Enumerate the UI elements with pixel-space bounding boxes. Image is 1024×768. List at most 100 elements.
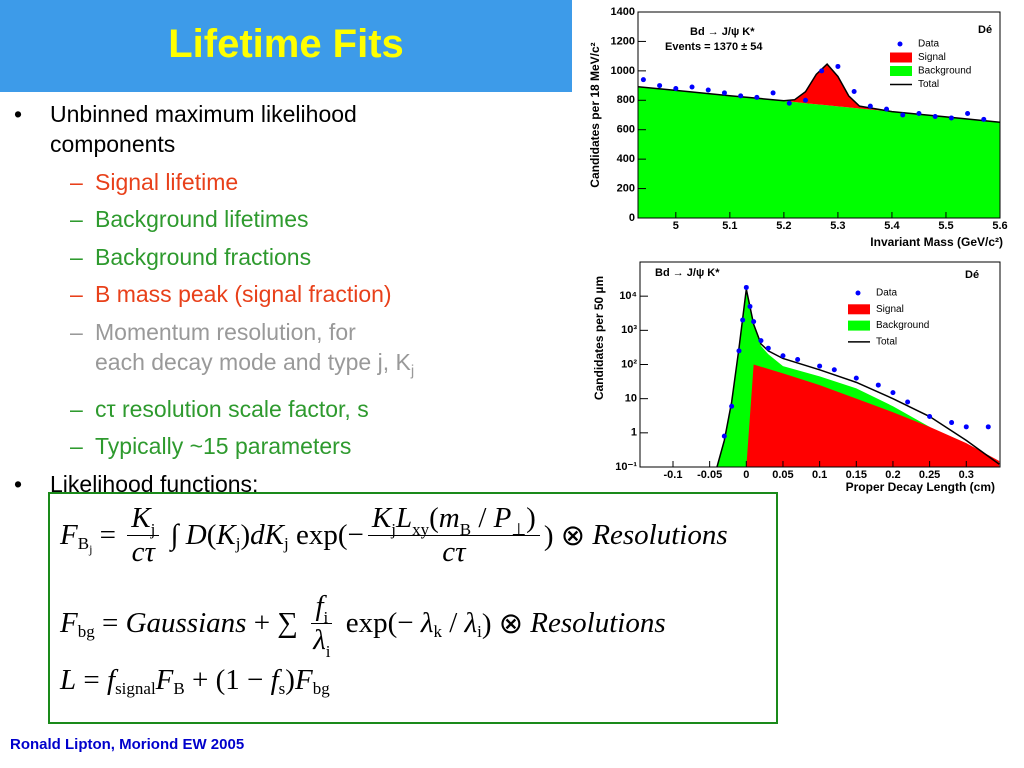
data-point (754, 94, 760, 100)
data-point (721, 433, 727, 439)
data-point (705, 87, 711, 93)
data-point (890, 390, 896, 396)
data-point (927, 414, 933, 420)
x-tick-label: 5.4 (884, 220, 900, 232)
x-tick-label: 5.3 (830, 220, 845, 232)
math-text: = (92, 519, 124, 551)
y-tick-label: 1400 (611, 6, 635, 18)
plot-area (716, 284, 1000, 467)
annotation: Events = 1370 ± 54 (665, 41, 763, 53)
subscript: j (391, 520, 396, 539)
math-text: f (107, 664, 116, 696)
area (638, 64, 1000, 123)
bullet-text: Typically ~15 parameters (95, 433, 352, 460)
math-text: dK (250, 519, 285, 551)
data-point (867, 103, 873, 109)
y-tick-label: 400 (617, 153, 635, 165)
math-text: ) (285, 664, 295, 696)
subscript: j (150, 520, 156, 539)
denominator: cτ (438, 536, 469, 569)
bullet: Unbinned maximum likelihood components (14, 99, 450, 159)
data-point (884, 106, 890, 112)
math-text: K (131, 502, 151, 534)
legend-symbol (855, 290, 861, 296)
math-text: m (438, 502, 460, 534)
bullet: cτ resolution scale factor, s (70, 394, 580, 424)
bullet: Background lifetimes (70, 204, 580, 234)
subscript: B (77, 533, 90, 553)
subscript: i (325, 642, 331, 661)
math-text: / (471, 502, 494, 534)
math-text: F (60, 519, 78, 551)
math-text: / (441, 607, 465, 639)
area (746, 364, 1000, 467)
data-point (981, 116, 987, 122)
data-point (689, 84, 695, 90)
data-point (758, 338, 764, 344)
data-point (673, 86, 679, 92)
legend-symbol (848, 304, 870, 315)
bullet-text: Signal lifetime (95, 168, 239, 195)
y-tick-label: 1000 (611, 65, 635, 77)
subscript: signal (115, 678, 156, 698)
math-text: λ (313, 624, 326, 656)
legend-symbol (890, 66, 912, 76)
x-tick-label: 0.15 (846, 469, 867, 481)
total-line (716, 289, 1000, 467)
plot-frame (637, 11, 1001, 219)
data-point (916, 111, 922, 117)
data-point (851, 88, 857, 94)
title: Lifetime Fits (168, 22, 404, 66)
y-axis-label: Candidates per 18 MeV/c² (588, 42, 602, 187)
data-point (853, 375, 859, 381)
math-text: D (185, 519, 207, 551)
y-tick-label: 600 (617, 124, 635, 136)
math-text: + ∑ (246, 607, 306, 639)
legend-label: Data (918, 39, 940, 50)
math-text: ( (429, 502, 439, 534)
data-point (770, 90, 776, 96)
math-text: = (94, 607, 126, 639)
bullet-text: B mass peak (signal fraction) (95, 281, 392, 307)
data-point (747, 303, 753, 309)
math-text: = (76, 664, 107, 696)
math-text: K (371, 502, 392, 534)
legend-label: Data (876, 288, 898, 299)
data-point (736, 348, 742, 354)
math-text: ( (206, 519, 217, 551)
annotation: Bd → J/ψ K* (655, 267, 720, 279)
math-text: Resolutions (530, 607, 666, 639)
data-point (729, 403, 735, 409)
math-text: L (395, 502, 413, 534)
data-point (721, 90, 727, 96)
data-point (740, 317, 746, 323)
math-text: exp(− (338, 607, 421, 639)
bullet-text: Background fractions (95, 243, 312, 270)
data-point (751, 319, 757, 325)
area (638, 86, 1000, 218)
data-point (819, 68, 825, 74)
x-axis-label: Proper Decay Length (cm) (846, 480, 995, 494)
subscript: k (433, 621, 442, 641)
x-tick-label: 5.2 (776, 220, 791, 232)
x-tick-label: 5.5 (938, 220, 953, 232)
y-tick-label: 10 (625, 393, 637, 405)
data-point (985, 424, 991, 430)
math-text: Gaussians (125, 607, 247, 639)
data-point (965, 111, 971, 117)
math-text: ) ⊗ (543, 520, 593, 552)
subscript: B (459, 520, 472, 539)
legend-label: Background (876, 320, 929, 331)
y-tick-label: 10³ (621, 324, 637, 336)
title-bar: Lifetime Fits (0, 0, 572, 92)
data-point (738, 93, 744, 99)
x-tick-label: 0.3 (959, 469, 974, 481)
math-text: f (270, 664, 279, 696)
